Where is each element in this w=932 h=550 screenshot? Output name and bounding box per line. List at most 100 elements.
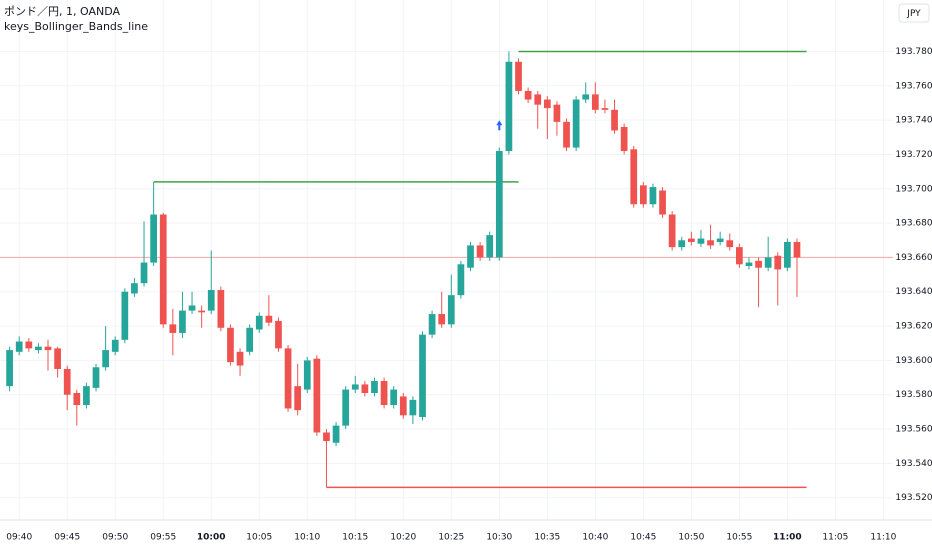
candle-body [179,310,186,333]
candle-body [227,327,234,363]
candle-body [457,264,465,296]
candle-body [111,339,119,352]
candle-body [15,341,23,352]
candle-body [217,290,225,328]
candle-body [793,241,801,258]
x-tick-label: 10:30 [486,533,512,543]
candle-body [524,90,532,100]
candle-body [169,324,177,333]
x-tick-label: 11:10 [870,533,896,543]
y-tick-label: 193.660 [895,253,932,263]
candle-body [611,109,618,131]
candle-body [332,425,340,443]
candle-body [207,290,215,311]
candle-body [342,389,350,426]
candle-body [428,314,436,335]
candle-body [371,380,378,394]
candle-body [131,283,138,294]
candle-body [534,94,542,105]
candle-body [707,240,714,246]
candle-body [35,346,42,351]
candle-body [361,384,369,394]
candle-body [630,149,638,205]
candle-body [726,240,734,248]
y-tick-label: 193.760 [895,81,932,91]
candle-body [784,241,791,268]
candle-body [553,104,561,122]
candle-body [198,310,206,313]
candle-body [736,247,743,265]
candle-body [255,315,263,330]
candle-body [486,235,494,258]
chart-title: ポンド／円, 1, OANDA [4,5,120,18]
y-tick-label: 193.740 [895,116,932,126]
y-tick-label: 193.620 [895,322,932,332]
candle-body [591,94,599,110]
candle-body [716,238,724,242]
candle-body [476,245,484,258]
candle-body [284,348,292,409]
candle-body [620,126,628,152]
y-tick-label: 193.640 [895,287,932,297]
candle-body [150,214,157,263]
candle-body [572,99,580,148]
x-tick-label: 10:50 [678,533,704,543]
candle-body [313,358,321,433]
y-tick-label: 193.780 [895,47,932,57]
candle-body [102,350,109,368]
candle-body [63,368,71,395]
candle-body [303,360,311,390]
x-tick-label: 10:10 [294,533,320,543]
candle-body [275,320,282,349]
candle-body [495,151,503,258]
plot [0,50,893,489]
candle-body [323,432,330,442]
candle-body [678,240,686,248]
candle-body [25,341,33,349]
candle-body [140,262,148,284]
x-tick-label: 10:05 [246,533,272,543]
candle-body [438,314,446,325]
candle-body [649,187,657,205]
y-tick-label: 193.600 [895,356,932,366]
x-tick-label: 10:25 [438,533,464,543]
x-tick-label: 09:40 [6,533,32,543]
candle-body [419,334,426,418]
candle-body [54,348,61,369]
candle-body [543,99,551,109]
candle-body [73,393,81,406]
candle-body [697,238,705,244]
candle-body [639,185,647,205]
x-tick-label: 11:05 [822,533,848,543]
candle-body [745,262,753,267]
candle-body [265,315,273,323]
y-tick-label: 193.680 [895,219,932,229]
candle-body [236,351,244,366]
candle-body [774,255,782,270]
x-tick-label: 10:00 [197,533,226,543]
currency-box[interactable] [898,3,930,23]
candle-body [399,396,407,416]
currency[interactable]: JPY [906,9,921,19]
candle-body [687,238,695,242]
signal-arrow [496,120,503,131]
candle-body [764,257,772,268]
y-tick-label: 193.720 [895,150,932,160]
candle-body [390,389,398,406]
x-tick-label: 10:20 [390,533,416,543]
candle-body [447,295,455,325]
candle-body [188,305,196,311]
candle-body [246,327,254,352]
candle-body [755,260,762,268]
candle-body [44,346,52,351]
x-tick-label: 10:55 [726,533,752,543]
candle-body [92,367,100,388]
y-tick-label: 193.700 [895,184,932,194]
y-tick-label: 193.540 [895,459,932,469]
y-tick-label: 193.560 [895,425,932,435]
indicator-name: keys_Bollinger_Bands_line [4,20,148,33]
x-tick-label: 10:35 [534,533,560,543]
candle-body [601,108,609,110]
axes: 193.520 193.540 193.560 193.580 193.600 193.6… [6,47,932,543]
